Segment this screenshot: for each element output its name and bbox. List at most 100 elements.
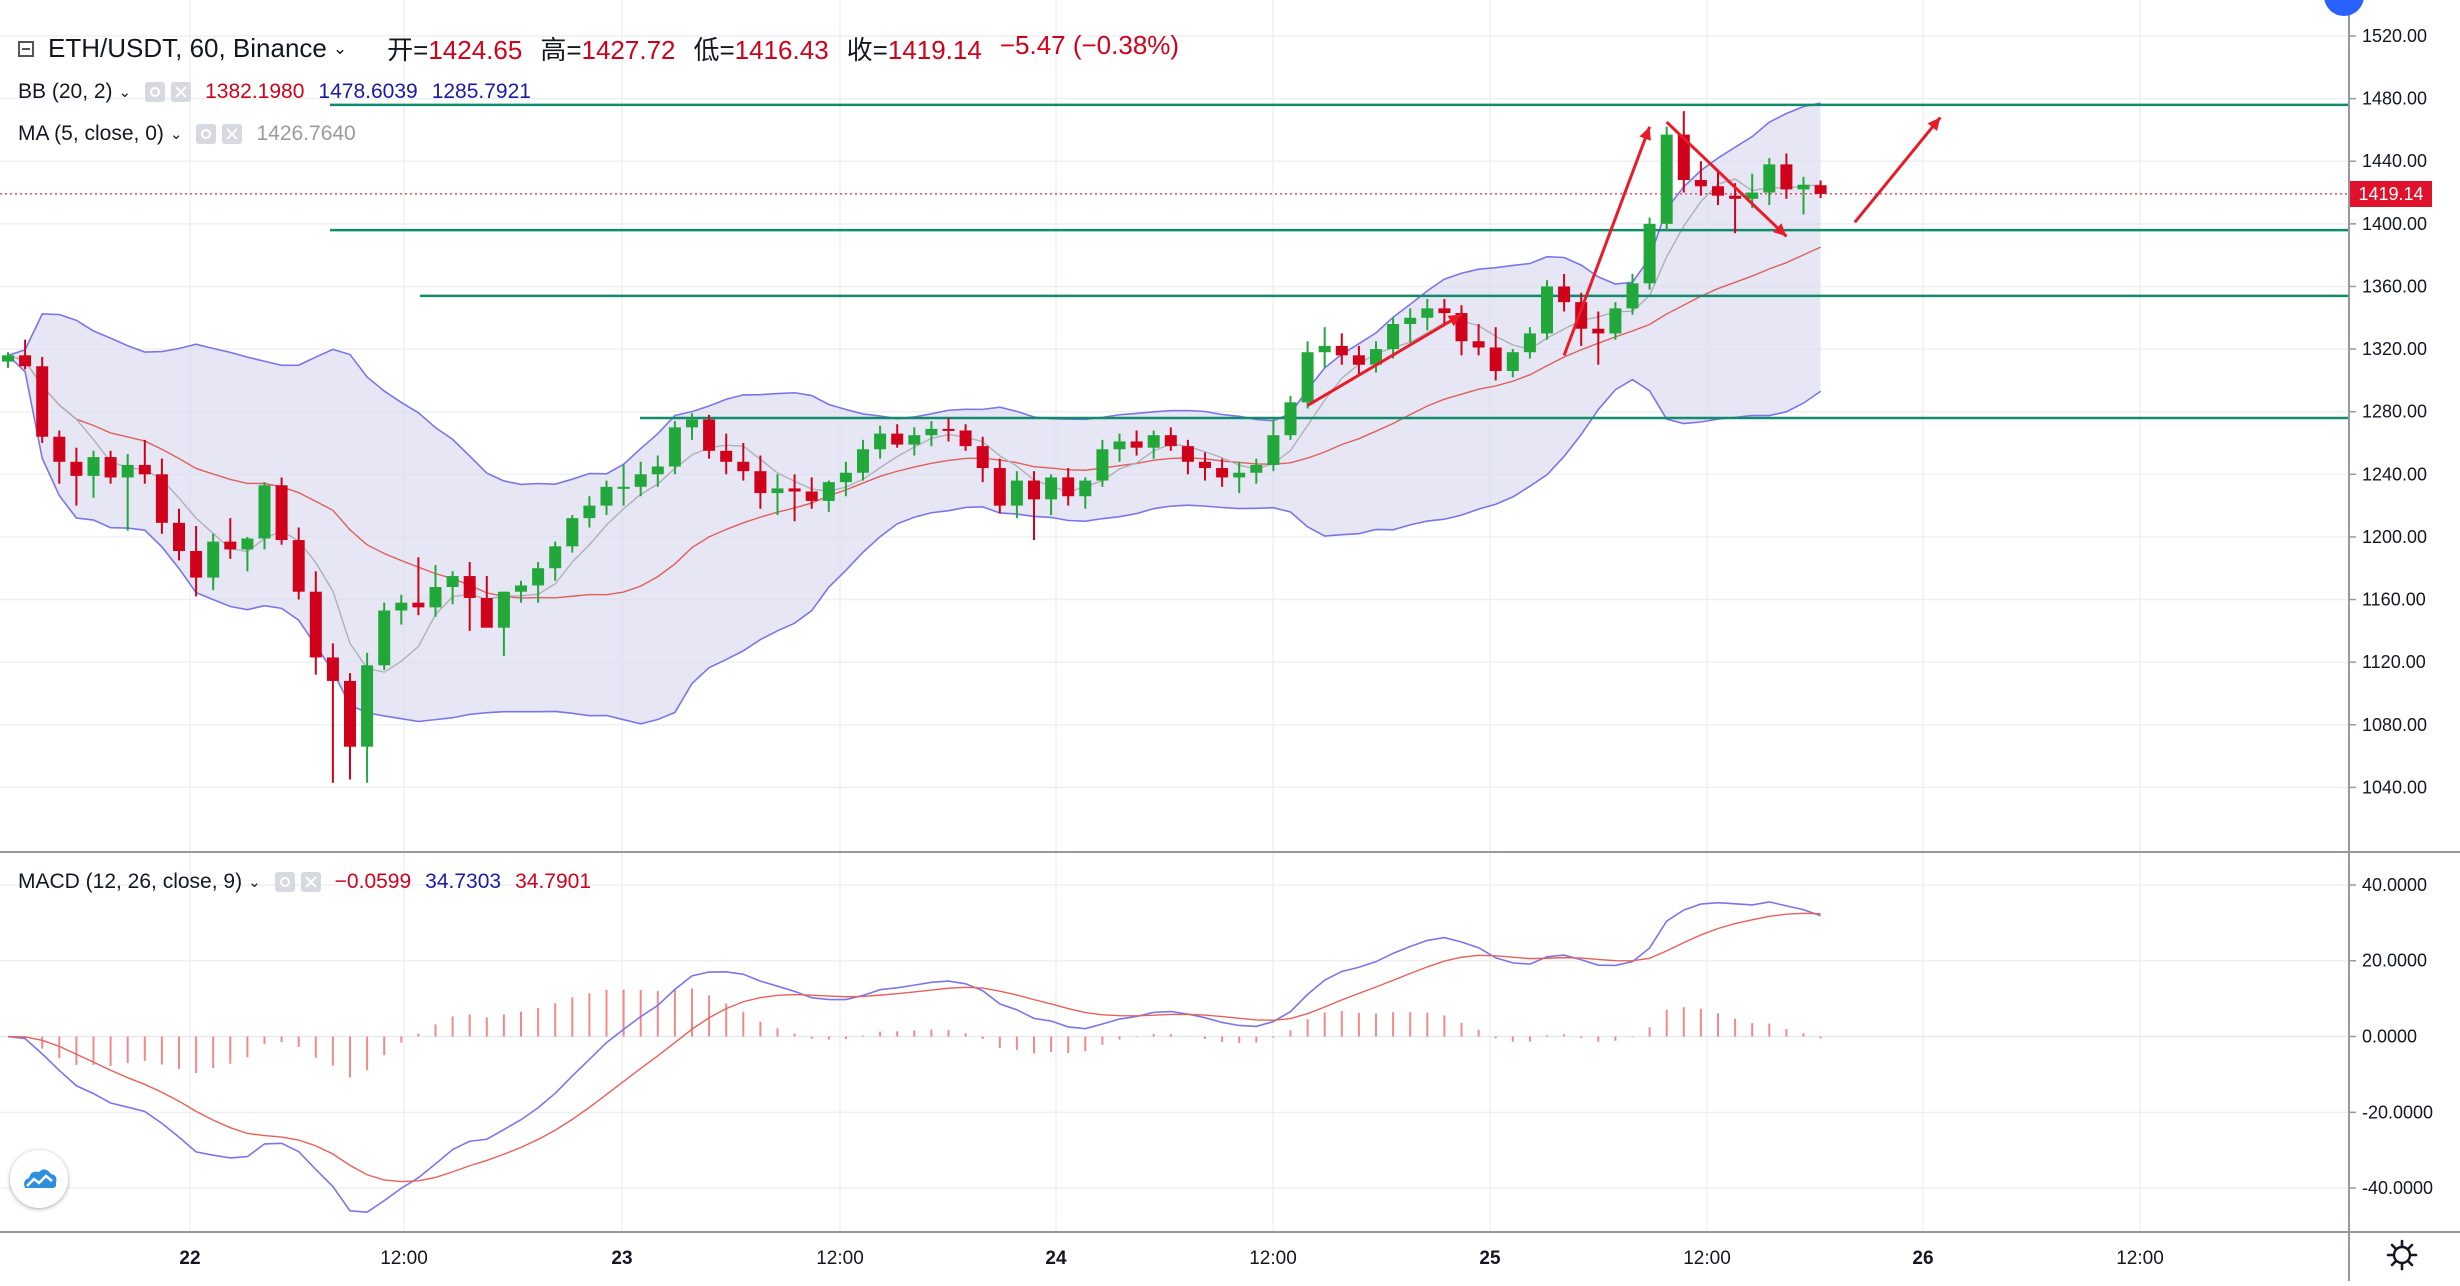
candle-body xyxy=(1318,345,1331,353)
macd-line xyxy=(7,901,1821,1214)
candle-body xyxy=(1609,308,1622,334)
time-axis[interactable]: 22 12:00 23 12:00 24 12:00 25 12:00 26 12:00 xyxy=(179,1248,2163,1269)
eye-icon[interactable] xyxy=(145,82,166,102)
price-tick-label: 1200.00 xyxy=(2362,527,2427,547)
ohlc-low: 低=1416.43 xyxy=(693,35,829,65)
candle-body xyxy=(1592,328,1605,334)
candle-body xyxy=(754,471,767,494)
candle-body xyxy=(1010,480,1023,506)
candle-body xyxy=(19,355,32,367)
eye-icon[interactable] xyxy=(196,124,217,144)
price-tick-label: 1480.00 xyxy=(2362,89,2427,109)
candle-body xyxy=(1233,472,1246,478)
candle-body xyxy=(1181,446,1194,462)
candle-body xyxy=(207,541,220,578)
candle-body xyxy=(2,355,14,362)
candle-body xyxy=(1130,441,1143,448)
candle-body xyxy=(1797,184,1810,190)
candle-body xyxy=(857,449,869,473)
bb-name[interactable]: BB (20, 2) xyxy=(18,80,113,103)
candle-body xyxy=(1216,468,1229,478)
trend-arrow xyxy=(1665,121,1788,238)
price-tick-label: 1400.00 xyxy=(2362,214,2427,234)
close-icon[interactable] xyxy=(300,872,321,892)
symbol-legend: ETH/USDT, 60, Binance ⌄ 开=1424.65 高=1427… xyxy=(18,30,1179,67)
price-axis[interactable]: 1040.00 1080.00 1120.00 1160.00 1200.00 1240.… xyxy=(2349,26,2433,1198)
candle-body xyxy=(326,657,339,681)
price-tick-label: 1280.00 xyxy=(2362,402,2427,422)
candle-body xyxy=(497,591,510,628)
candlesticks xyxy=(2,111,1827,783)
tradingview-logo[interactable] xyxy=(10,1150,68,1208)
chevron-down-icon[interactable]: ⌄ xyxy=(118,84,132,101)
close-icon[interactable] xyxy=(171,82,192,102)
arrow-head xyxy=(1639,126,1651,141)
candle-body xyxy=(1489,347,1502,371)
time-tick-label: 12:00 xyxy=(1249,1248,1297,1269)
candle-body xyxy=(668,427,681,467)
horizontal-lines[interactable] xyxy=(0,103,2348,420)
candle-body xyxy=(532,568,545,586)
collapse-icon[interactable] xyxy=(18,40,34,57)
candle-body xyxy=(309,591,322,658)
candle-body xyxy=(925,428,938,436)
candle-body xyxy=(1694,180,1707,187)
candle-body xyxy=(138,464,151,475)
bb-lower-value: 1285.7921 xyxy=(431,80,531,103)
time-tick-label: 12:00 xyxy=(816,1248,864,1269)
price-change: −5.47 (−0.38%) xyxy=(999,30,1180,60)
candle-body xyxy=(1780,164,1793,190)
macd-line-value: 34.7303 xyxy=(425,870,502,893)
candle-body xyxy=(121,464,134,478)
chevron-down-icon[interactable]: ⌄ xyxy=(332,38,348,58)
trend-arrows[interactable] xyxy=(1306,116,1942,407)
candle-body xyxy=(1301,352,1314,403)
bb-basis-value: 1382.1980 xyxy=(205,80,305,103)
bollinger-bands xyxy=(7,102,1822,725)
chevron-down-icon[interactable]: ⌄ xyxy=(248,874,261,891)
candle-body xyxy=(1199,461,1211,469)
close-icon[interactable] xyxy=(222,124,243,144)
candle-body xyxy=(1763,164,1776,193)
notification-dot[interactable] xyxy=(2324,0,2364,16)
macd-name[interactable]: MACD (12, 26, close, 9) xyxy=(18,870,243,893)
candle-body xyxy=(549,546,562,569)
price-tick-label: 1040.00 xyxy=(2362,777,2427,797)
arrow-head xyxy=(1927,117,1941,132)
bb-legend: BB (20, 2) ⌄ 1382.1980 1478.6039 1285.79… xyxy=(18,80,531,104)
macd-hist-value: −0.0599 xyxy=(334,870,412,893)
eye-icon[interactable] xyxy=(274,872,295,892)
candle-body xyxy=(1147,435,1160,448)
candle-body xyxy=(241,538,254,550)
macd-tick-label: -20.0000 xyxy=(2362,1102,2433,1122)
candle-body xyxy=(942,428,955,431)
candle-body xyxy=(1113,441,1126,450)
price-tick-label: 1160.00 xyxy=(2362,590,2426,610)
settings-gear-icon[interactable] xyxy=(2384,1237,2420,1273)
price-tick-label: 1240.00 xyxy=(2362,464,2427,484)
price-tick-label: 1120.00 xyxy=(2362,652,2426,672)
symbol-title[interactable]: ETH/USDT, 60, Binance xyxy=(48,33,327,63)
candle-body xyxy=(600,486,613,506)
candle-body xyxy=(480,597,493,628)
ohlc-values: 开=1424.65 高=1427.72 低=1416.43 收=1419.14 … xyxy=(387,30,1179,67)
macd-tick-label: -40.0000 xyxy=(2362,1178,2433,1198)
candle-body xyxy=(378,610,391,666)
chevron-down-icon[interactable]: ⌄ xyxy=(169,126,183,143)
candle-body xyxy=(395,602,408,611)
trend-arrow xyxy=(1562,126,1652,356)
price-tick-label: 1520.00 xyxy=(2362,26,2427,46)
macd-legend: MACD (12, 26, close, 9) ⌄ −0.0599 34.730… xyxy=(18,870,591,894)
candle-body xyxy=(1062,477,1075,497)
candle-body xyxy=(36,366,49,437)
candle-body xyxy=(839,472,852,483)
time-tick-label: 12:00 xyxy=(1683,1248,1731,1269)
candle-body xyxy=(1421,308,1434,318)
candle-body xyxy=(361,665,374,747)
ma-name[interactable]: MA (5, close, 0) xyxy=(18,122,164,145)
macd-tick-label: 20.0000 xyxy=(2362,951,2427,971)
candle-body xyxy=(53,436,66,462)
candle-body xyxy=(344,680,356,747)
